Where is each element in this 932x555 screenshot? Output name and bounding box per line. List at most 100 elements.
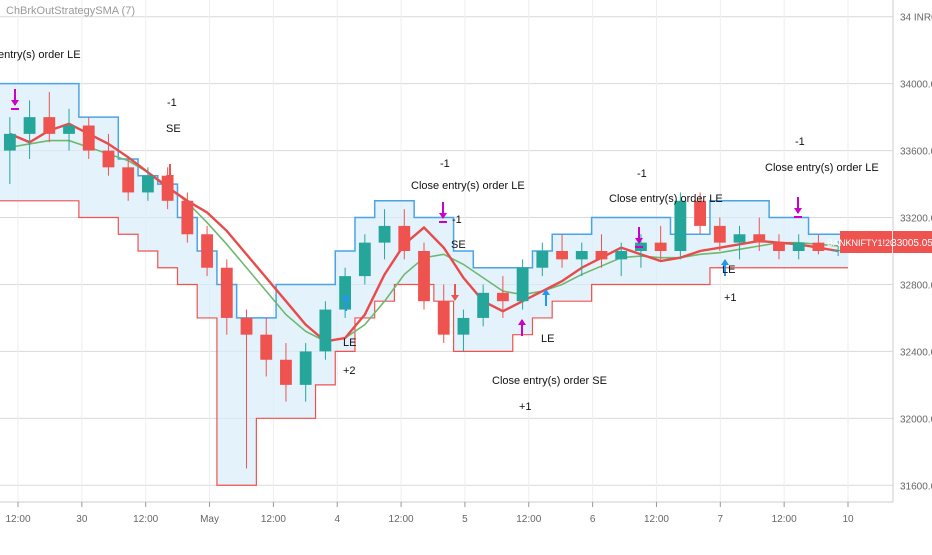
- x-tick-label: May: [200, 514, 219, 525]
- channel-upper-line: [0, 82, 848, 319]
- y-tick-label: 34000.00: [900, 80, 932, 91]
- annotation-close-le: Close entry(s) order LE: [765, 162, 879, 174]
- y-tick-label: 34 INR00: [900, 13, 932, 24]
- candle-body: [23, 117, 36, 134]
- x-tick-label: 12:00: [5, 514, 30, 525]
- symbol-label: BANKNIFTY1!2021: [827, 238, 905, 248]
- candle-body: [102, 150, 115, 168]
- x-tick-label: 30: [76, 514, 88, 525]
- candle-body: [773, 242, 785, 251]
- candle-body: [418, 251, 430, 302]
- candle-body: [575, 251, 588, 260]
- annotation-qty: -1: [440, 158, 450, 170]
- annotation-signal: SE: [166, 123, 181, 135]
- x-tick-label: 7: [718, 514, 724, 525]
- candle-body: [496, 292, 509, 302]
- candle-body: [280, 359, 292, 385]
- exit-arrow-head: [439, 213, 447, 219]
- candle-body: [122, 167, 135, 193]
- x-tick-label: 6: [590, 514, 596, 525]
- candle-body: [753, 234, 766, 243]
- x-tick-label: 12:00: [133, 514, 158, 525]
- candle-body: [694, 200, 707, 226]
- annotation-signal: LE: [343, 337, 356, 349]
- annotation-qty: -1: [637, 168, 647, 180]
- exit-arrow-head: [794, 208, 802, 214]
- y-tick-label: 32800.00: [900, 280, 932, 291]
- candle-body: [457, 317, 470, 335]
- y-tick-label: 32400.00: [900, 347, 932, 358]
- annotation-qty: +2: [343, 365, 356, 377]
- x-tick-label: 12:00: [389, 514, 414, 525]
- annotation-qty: -1: [452, 214, 462, 226]
- annotation-close-se: Close entry(s) order SE: [492, 375, 607, 387]
- entry-arrow-head: [721, 259, 729, 265]
- candle-body: [615, 251, 628, 260]
- candle-body: [319, 309, 332, 352]
- last-price-label: 33005.05: [891, 238, 932, 249]
- annotation-qty: -1: [167, 97, 177, 109]
- x-tick-label: 4: [334, 514, 340, 525]
- annotations: entry(s) order LE -1 SE -1 Close entry(s…: [0, 49, 879, 413]
- candle-body: [437, 301, 450, 335]
- candle-body: [713, 225, 726, 243]
- x-tick-label: 5: [462, 514, 468, 525]
- y-axis-ticks: 34 INR00 34000.00 33600.00 33200.00 32800.00…: [900, 13, 932, 493]
- last-price-bg: [893, 231, 932, 253]
- symbol-label-bg: [840, 231, 892, 253]
- entry-arrow-head: [518, 319, 526, 325]
- candle-body: [792, 242, 805, 251]
- candle-body: [43, 117, 56, 134]
- candle-body: [832, 250, 845, 252]
- y-tick-label: 31600.00: [900, 481, 932, 492]
- annotation-close-le: Close entry(s) order LE: [411, 180, 525, 192]
- candle-body: [240, 317, 253, 335]
- short-arrow-head: [166, 175, 174, 181]
- annotation-qty: +1: [519, 401, 532, 413]
- candle-body: [398, 225, 411, 251]
- candle-body: [378, 225, 391, 243]
- y-tick-label: 33200.00: [900, 214, 932, 225]
- candle-body: [674, 200, 687, 251]
- entry-arrow-head: [342, 294, 350, 300]
- entry-arrow-head: [542, 289, 550, 295]
- candle-body: [516, 267, 529, 302]
- annotation-signal: SE: [451, 239, 466, 251]
- x-tick-label: 12:00: [516, 514, 541, 525]
- candle-body: [260, 334, 273, 360]
- candle-body: [595, 251, 608, 260]
- price-label-group: BANKNIFTY1!2021 33005.05: [827, 231, 932, 253]
- candle-body: [556, 251, 568, 260]
- candle-body: [181, 200, 194, 235]
- annotation-close-le: Close entry(s) order LE: [609, 193, 723, 205]
- annotation-entry-le: entry(s) order LE: [0, 49, 81, 61]
- indicator-title: ChBrkOutStrategySMA (7): [6, 5, 135, 17]
- annotation-qty: -1: [795, 136, 805, 148]
- x-axis-ticks: 12:00 30 12:00 May 12:00 4 12:00 5 12:00 6 12:00 7 1…: [5, 502, 854, 525]
- candle-body: [477, 292, 490, 318]
- candle-body: [358, 242, 371, 277]
- candle-body: [201, 234, 213, 268]
- candle-body: [82, 125, 95, 151]
- candles: [3, 92, 845, 469]
- candle-body: [161, 175, 174, 201]
- y-tick-label: 32000.00: [900, 414, 932, 425]
- short-arrow-head: [451, 295, 459, 301]
- annotation-signal: LE: [722, 264, 735, 276]
- annotation-qty: +1: [724, 292, 737, 304]
- candle-body: [141, 175, 154, 193]
- candle-body: [63, 125, 75, 134]
- x-tick-label: 12:00: [261, 514, 286, 525]
- annotation-signal: LE: [541, 333, 554, 345]
- exit-arrow-head: [11, 100, 19, 106]
- candle-body: [536, 251, 549, 268]
- candle-body: [733, 234, 746, 243]
- candle-body: [339, 276, 352, 310]
- x-tick-label: 10: [842, 514, 854, 525]
- y-tick-label: 33600.00: [900, 147, 932, 158]
- candle-body: [220, 267, 233, 318]
- candle-body: [812, 242, 825, 251]
- trade-markers: [11, 89, 802, 336]
